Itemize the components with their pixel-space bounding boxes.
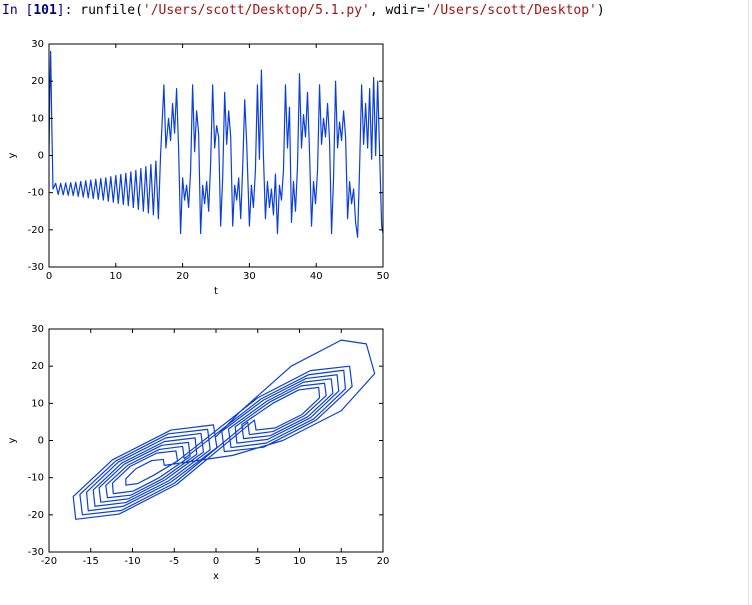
y-tick-label: -30: [28, 547, 44, 558]
x-tick-label: 10: [293, 556, 306, 567]
y-tick-label: -20: [28, 225, 44, 236]
y-tick-label: 0: [38, 151, 44, 162]
x-tick-label: -5: [169, 556, 179, 567]
y-tick-label: 10: [31, 398, 44, 409]
x-tick-label: 50: [377, 271, 390, 282]
y-tick-label: -10: [28, 473, 44, 484]
x-tick-label: 10: [109, 271, 122, 282]
y-tick-label: 30: [31, 324, 44, 335]
string-arg: '/Users/scott/Desktop': [424, 3, 597, 18]
data-line: [49, 50, 383, 238]
x-tick-label: -20: [41, 556, 57, 567]
y-axis-label: y: [7, 437, 18, 443]
string-arg: '/Users/scott/Desktop/5.1.py': [142, 3, 370, 18]
x-tick-label: -15: [83, 556, 99, 567]
y-tick-label: 0: [38, 436, 44, 447]
x-axis-label: x: [213, 571, 219, 582]
x-tick-label: 0: [213, 556, 219, 567]
x-tick-label: 40: [310, 271, 323, 282]
x-tick-label: 5: [255, 556, 261, 567]
call-close: ): [596, 3, 605, 18]
y-tick-label: -10: [28, 188, 44, 199]
call-sep: , wdir=: [369, 3, 425, 18]
prompt: In [: [2, 3, 34, 18]
x-tick-label: 0: [46, 271, 52, 282]
y-tick-label: 10: [31, 113, 44, 124]
y-axis-label: y: [7, 152, 18, 158]
prompt-number: 101: [33, 3, 57, 18]
y-tick-label: -30: [28, 262, 44, 273]
call: runfile(: [80, 3, 143, 18]
x-axis-label: t: [214, 286, 218, 297]
x-tick-label: 15: [335, 556, 348, 567]
x-tick-label: -10: [124, 556, 140, 567]
prompt-end: ]:: [56, 3, 81, 18]
y-tick-label: 20: [31, 361, 44, 372]
y-tick-label: 20: [31, 76, 44, 87]
x-tick-label: 20: [176, 271, 189, 282]
data-line: [72, 339, 376, 520]
x-tick-label: 20: [377, 556, 390, 567]
y-tick-label: 30: [31, 39, 44, 50]
x-tick-label: 30: [243, 271, 256, 282]
axes-frame: [48, 43, 384, 268]
y-tick-label: -20: [28, 510, 44, 521]
input-prompt: In [101]: runfile('/Users/scott/Desktop/…: [2, 3, 605, 18]
